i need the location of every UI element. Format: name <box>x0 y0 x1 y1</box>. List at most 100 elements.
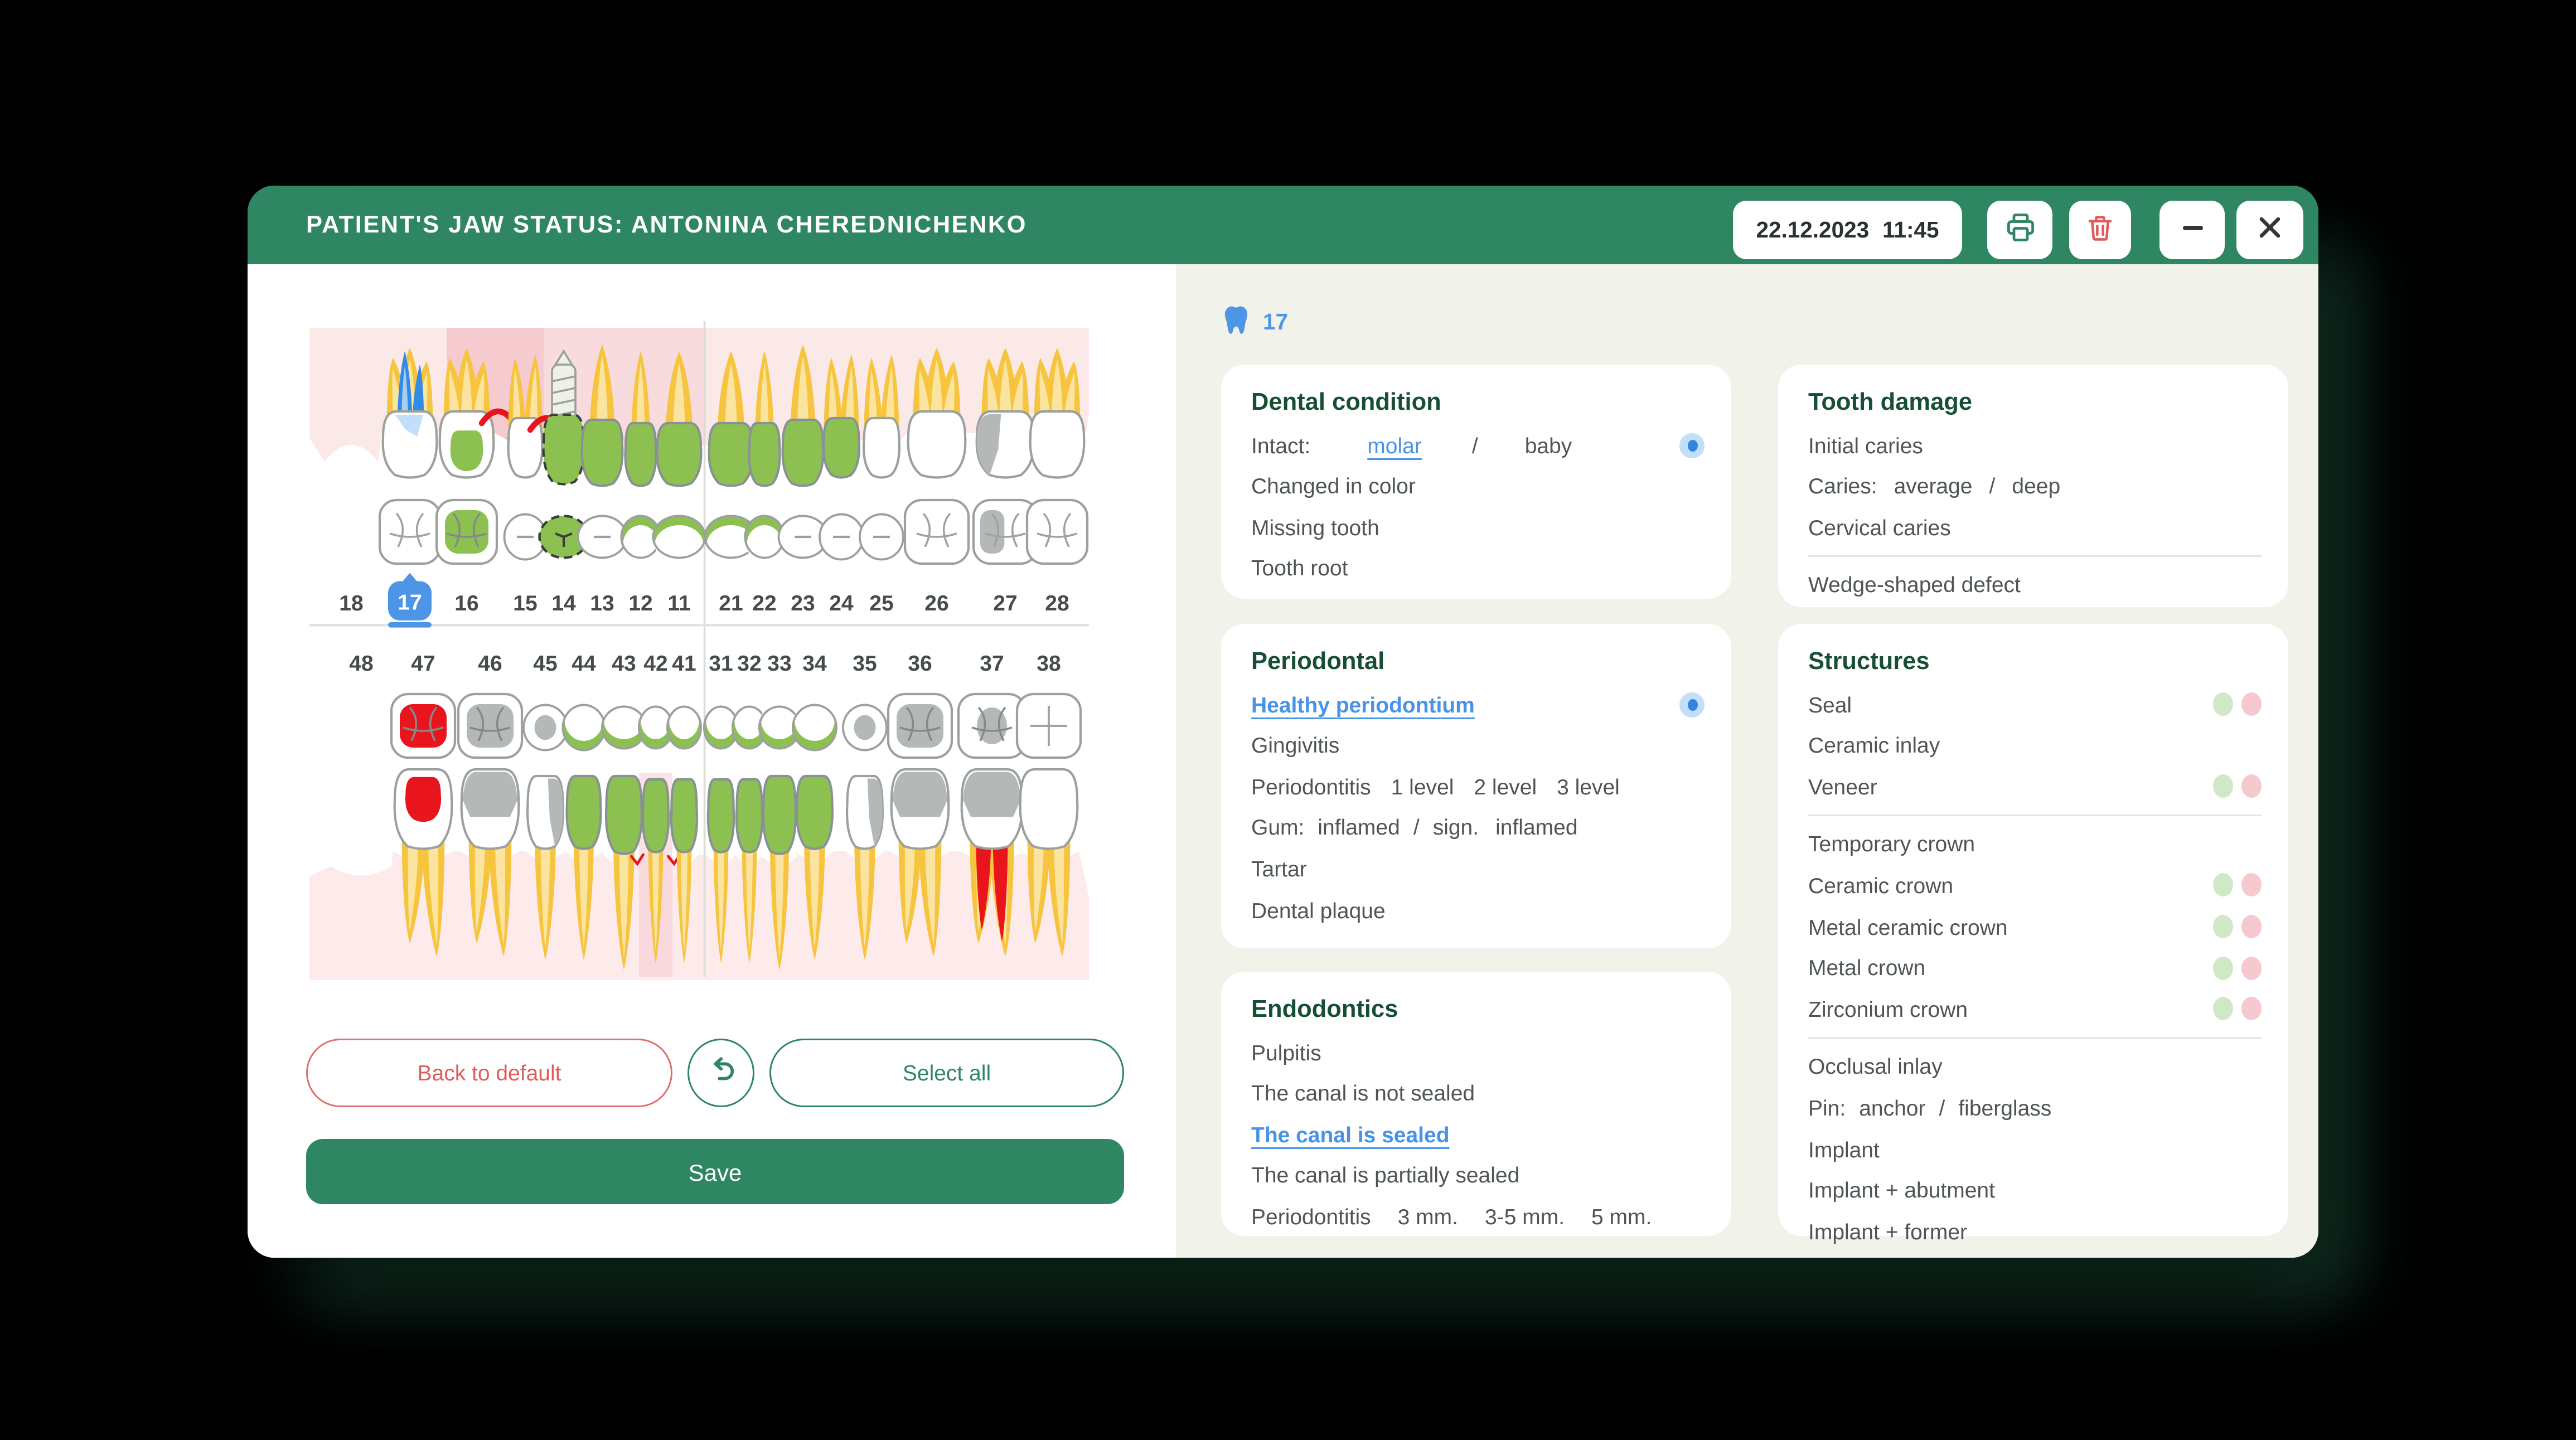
radio-selected[interactable] <box>1679 691 1705 717</box>
status-dots[interactable] <box>2213 915 2262 939</box>
tooth-47[interactable] <box>390 692 457 957</box>
option-initial-caries[interactable]: Initial caries <box>1808 433 2262 458</box>
undo-button[interactable] <box>687 1039 754 1107</box>
tooth-number[interactable]: 43 <box>612 652 636 676</box>
option-occlusal-inlay[interactable]: Occlusal inlay <box>1808 1054 2262 1079</box>
tooth-26[interactable] <box>903 348 970 565</box>
tooth-number[interactable]: 32 <box>737 652 761 676</box>
status-dots[interactable] <box>2213 956 2262 980</box>
close-button[interactable] <box>2236 201 2303 259</box>
tooth-42[interactable] <box>630 701 681 963</box>
tooth-36[interactable] <box>887 692 953 957</box>
delete-button[interactable] <box>2069 201 2131 259</box>
tooth-number[interactable]: 44 <box>572 652 596 676</box>
tooth-number[interactable]: 35 <box>853 652 877 676</box>
tooth-number[interactable]: 46 <box>478 652 502 676</box>
tooth-number[interactable]: 31 <box>709 652 733 676</box>
select-all-button[interactable]: Select all <box>769 1039 1124 1107</box>
tooth-number[interactable]: 38 <box>1037 652 1061 676</box>
option-dental-plaque[interactable]: Dental plaque <box>1251 898 1705 923</box>
option-caries[interactable]: Caries: average / deep <box>1808 474 2262 499</box>
tooth-number[interactable]: 26 <box>924 591 948 615</box>
option-intact[interactable]: Intact: molar / baby <box>1251 432 1705 458</box>
option-tartar[interactable]: Tartar <box>1251 856 1705 881</box>
status-dots[interactable] <box>2213 997 2262 1021</box>
option-the-canal-is-sealed[interactable]: The canal is sealed <box>1251 1122 1705 1147</box>
tooth-14[interactable] <box>538 349 589 559</box>
tooth-number[interactable]: 34 <box>802 652 827 676</box>
option-ceramic-inlay[interactable]: Ceramic inlay <box>1808 733 2262 758</box>
tooth-34[interactable] <box>792 699 837 960</box>
option-metal-crown[interactable]: Metal crown <box>1808 955 2262 980</box>
tooth-number[interactable]: 24 <box>829 591 854 615</box>
tooth-22[interactable] <box>744 351 785 564</box>
tooth-number[interactable]: 16 <box>454 591 478 615</box>
option-ceramic-crown[interactable]: Ceramic crown <box>1808 873 2262 898</box>
tooth-number[interactable]: 15 <box>513 591 537 615</box>
tooth-27[interactable] <box>972 348 1039 565</box>
tooth-number[interactable]: 37 <box>980 652 1004 676</box>
option-periodontitis[interactable]: Periodontitis 1 level 2 level 3 level <box>1251 774 1705 799</box>
tooth-41[interactable] <box>666 701 702 963</box>
tooth-number[interactable]: 41 <box>672 652 696 676</box>
tooth-21[interactable] <box>704 351 758 564</box>
tooth-12[interactable] <box>620 351 661 564</box>
tooth-11[interactable] <box>652 351 706 564</box>
tooth-24[interactable] <box>819 355 864 561</box>
tooth-43[interactable] <box>601 701 647 970</box>
tooth-45[interactable] <box>522 704 568 961</box>
tooth-number[interactable]: 33 <box>767 652 791 676</box>
tooth-number[interactable]: 18 <box>339 591 363 615</box>
tooth-number[interactable]: 36 <box>908 652 932 676</box>
tooth-number[interactable]: 11 <box>667 591 690 615</box>
option-tooth-root[interactable]: Tooth root <box>1251 556 1705 581</box>
radio-selected[interactable] <box>1679 432 1705 458</box>
option-the-canal-is-not-sealed[interactable]: The canal is not sealed <box>1251 1081 1705 1106</box>
print-button[interactable] <box>1987 201 2052 259</box>
status-dots[interactable] <box>2213 774 2262 798</box>
option-cervical-caries[interactable]: Cervical caries <box>1808 515 2262 540</box>
status-dots[interactable] <box>2213 692 2262 716</box>
option-wedge-shaped-defect[interactable]: Wedge-shaped defect <box>1808 573 2262 598</box>
datetime-chip[interactable]: 22.12.2023 11:45 <box>1733 201 1962 259</box>
tooth-28[interactable] <box>1025 348 1089 565</box>
tooth-16[interactable] <box>435 348 515 565</box>
tooth-44[interactable] <box>561 699 606 960</box>
tooth-number[interactable]: 14 <box>551 591 576 615</box>
option-pulpitis[interactable]: Pulpitis <box>1251 1040 1705 1065</box>
tooth-46[interactable] <box>457 692 524 957</box>
tooth-number[interactable]: 23 <box>791 591 815 615</box>
option-healthy-periodontium[interactable]: Healthy periodontium <box>1251 691 1705 717</box>
tooth-38[interactable] <box>1015 692 1082 957</box>
tooth-number[interactable]: 28 <box>1045 591 1069 615</box>
minimize-button[interactable] <box>2159 201 2225 259</box>
option-metal-ceramic-crown[interactable]: Metal ceramic crown <box>1808 914 2262 939</box>
option-implant[interactable]: Implant <box>1808 1137 2262 1162</box>
tooth-number[interactable]: 42 <box>643 652 667 676</box>
option-seal[interactable]: Seal <box>1808 692 2262 717</box>
tooth-15[interactable] <box>503 355 564 561</box>
option-the-canal-is-partially-sealed[interactable]: The canal is partially sealed <box>1251 1163 1705 1188</box>
tooth-number[interactable]: 22 <box>752 591 776 615</box>
tooth-number[interactable]: 12 <box>628 591 652 615</box>
option-gum[interactable]: Gum: inflamed / sign. inflamed <box>1251 815 1705 840</box>
tooth-number[interactable]: 25 <box>869 591 893 615</box>
option-periodontitis[interactable]: Periodontitis 3 mm. 3-5 mm. 5 mm. <box>1251 1204 1705 1229</box>
option-gingivitis[interactable]: Gingivitis <box>1251 733 1705 758</box>
save-button[interactable]: Save <box>306 1139 1124 1204</box>
option-missing-tooth[interactable]: Missing tooth <box>1251 515 1705 540</box>
option-veneer[interactable]: Veneer <box>1808 774 2262 799</box>
tooth-35[interactable] <box>842 704 888 961</box>
status-dots[interactable] <box>2213 874 2262 898</box>
tooth-37[interactable] <box>957 692 1027 957</box>
tooth-13[interactable] <box>577 345 628 559</box>
tooth-number[interactable]: 21 <box>719 591 743 615</box>
tooth-number[interactable]: 45 <box>533 652 557 676</box>
option-pin[interactable]: Pin: anchor / fiberglass <box>1808 1095 2262 1121</box>
back-to-default-button[interactable]: Back to default <box>306 1039 672 1107</box>
option-zirconium-crown[interactable]: Zirconium crown <box>1808 996 2262 1021</box>
option-temporary-crown[interactable]: Temporary crown <box>1808 832 2262 857</box>
option-implant-abutment[interactable]: Implant + abutment <box>1808 1177 2262 1203</box>
tooth-17[interactable] <box>378 348 442 565</box>
option-changed-in-color[interactable]: Changed in color <box>1251 474 1705 499</box>
